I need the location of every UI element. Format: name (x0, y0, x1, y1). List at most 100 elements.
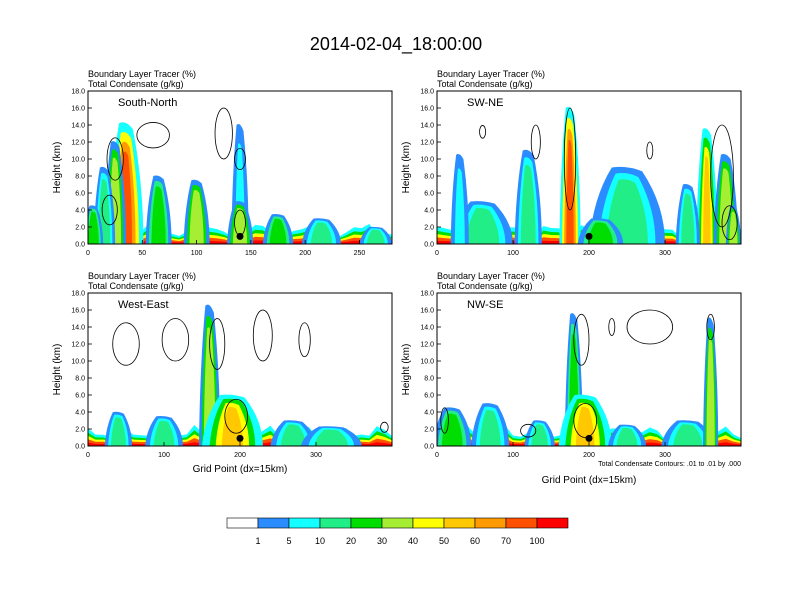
x-tick-label: 0 (435, 452, 439, 459)
legend-swatch (443, 517, 476, 529)
y-axis-label: Height (km) (401, 344, 412, 396)
y-tick-label: 8.0 (75, 376, 85, 383)
condensate-contour (573, 403, 597, 438)
y-tick-label: 12.0 (71, 140, 85, 147)
figure-title: 2014-02-04_18:00:00 (310, 34, 482, 55)
y-tick-label: 2.0 (75, 225, 85, 232)
x-tick-label: 50 (138, 250, 146, 257)
condensate-contour (214, 107, 233, 160)
contour-label: Total Condensate (g/kg) (88, 79, 184, 89)
station-marker (236, 232, 244, 240)
tracer-plume (370, 230, 382, 244)
condensate-contour (106, 137, 124, 181)
x-tick-label: 300 (659, 250, 671, 257)
y-tick-label: 2.0 (424, 225, 434, 232)
panel-west-east: 0.0 2.0 4.0 6.0 8.0 10.0 12.0 14.0 16.0 18.0 0 100 2… (52, 271, 393, 475)
condensate-contour (721, 205, 738, 241)
x-tick-label: 100 (507, 250, 519, 257)
y-tick-label: 8.0 (424, 376, 434, 383)
y-tick-label: 18.0 (71, 89, 85, 96)
legend-label: 70 (501, 536, 511, 546)
legend-swatch (474, 517, 507, 529)
contour-label: Total Condensate (g/kg) (437, 281, 533, 291)
y-tick-label: 6.0 (75, 393, 85, 400)
y-tick-label: 4.0 (75, 208, 85, 215)
legend-label: 10 (315, 536, 325, 546)
tracer-plume (320, 431, 342, 446)
tracer-plume (285, 426, 302, 446)
y-tick-label: 12.0 (420, 342, 434, 349)
legend-label: 60 (470, 536, 480, 546)
condensate-contour (626, 309, 673, 345)
x-tick-label: 200 (299, 250, 311, 257)
legend-swatch (257, 517, 290, 529)
legend-label: 5 (286, 536, 291, 546)
y-axis-label: Height (km) (52, 344, 63, 396)
legend-swatch (226, 517, 259, 529)
tracer-plume (100, 185, 109, 244)
condensate-contour (520, 423, 537, 438)
tracer-plume (456, 175, 463, 244)
legend-label: 30 (377, 536, 387, 546)
tracer-plume (272, 221, 284, 244)
condensate-contour (706, 313, 715, 341)
station-marker (236, 434, 244, 442)
contour-label: Total Condensate (g/kg) (88, 281, 184, 291)
y-tick-label: 4.0 (75, 410, 85, 417)
tracer-plume (154, 191, 164, 244)
x-axis-label: Grid Point (dx=15km) (542, 475, 637, 486)
condensate-contour (234, 147, 246, 171)
condensate-contour (380, 421, 389, 433)
panels-group: 0.0 2.0 4.0 6.0 8.0 10.0 12.0 14.0 16.0 18.0 0 50 10… (52, 69, 742, 486)
y-tick-label: 6.0 (424, 191, 434, 198)
y-tick-label: 14.0 (71, 325, 85, 332)
tracer-plume (534, 426, 545, 446)
field-label: Boundary Layer Tracer (%) (88, 271, 196, 281)
tracer-plume (445, 416, 459, 446)
tracer-plume (90, 214, 97, 244)
legend-swatch (350, 517, 383, 529)
condensate-contour (161, 318, 190, 362)
legend-swatch (381, 517, 414, 529)
field-label: Boundary Layer Tracer (%) (437, 69, 545, 79)
y-tick-label: 10.0 (71, 157, 85, 164)
tracer-plume (592, 224, 609, 244)
panel-name: NW-SE (467, 299, 503, 311)
field-label: Boundary Layer Tracer (%) (437, 271, 545, 281)
y-tick-label: 12.0 (420, 140, 434, 147)
condensate-contour (224, 398, 249, 434)
y-tick-label: 10.0 (420, 359, 434, 366)
legend-swatch (319, 517, 352, 529)
station-marker (585, 434, 593, 442)
x-tick-label: 0 (86, 250, 90, 257)
condensate-contour (136, 122, 170, 149)
station-marker (585, 232, 593, 240)
x-tick-label: 300 (659, 452, 671, 459)
legend-label: 1 (255, 536, 260, 546)
condensate-contour (112, 322, 140, 366)
y-tick-label: 0.0 (424, 242, 434, 249)
condensate-contour (440, 407, 449, 434)
x-axis-label: Grid Point (dx=15km) (193, 464, 288, 475)
color-legend: 1 5 10 20 30 40 50 60 70 100 (226, 517, 569, 546)
tracer-plume (683, 198, 693, 244)
condensate-contour (209, 318, 226, 370)
x-tick-label: 200 (234, 452, 246, 459)
y-tick-label: 14.0 (420, 123, 434, 130)
legend-swatch (288, 517, 321, 529)
y-tick-label: 6.0 (75, 191, 85, 198)
tracer-plume (314, 224, 329, 244)
tracer-plume (620, 429, 634, 446)
legend-swatch (505, 517, 538, 529)
plot-frame (87, 90, 393, 245)
condensate-contour (563, 107, 577, 211)
field-label: Boundary Layer Tracer (%) (88, 69, 196, 79)
x-tick-label: 100 (191, 250, 203, 257)
y-tick-label: 8.0 (75, 174, 85, 181)
y-tick-label: 16.0 (71, 106, 85, 113)
condensate-contour (608, 318, 616, 336)
y-tick-label: 18.0 (420, 89, 434, 96)
x-tick-label: 100 (507, 452, 519, 459)
condensate-contour (530, 124, 541, 160)
tracer-plume (566, 139, 574, 244)
